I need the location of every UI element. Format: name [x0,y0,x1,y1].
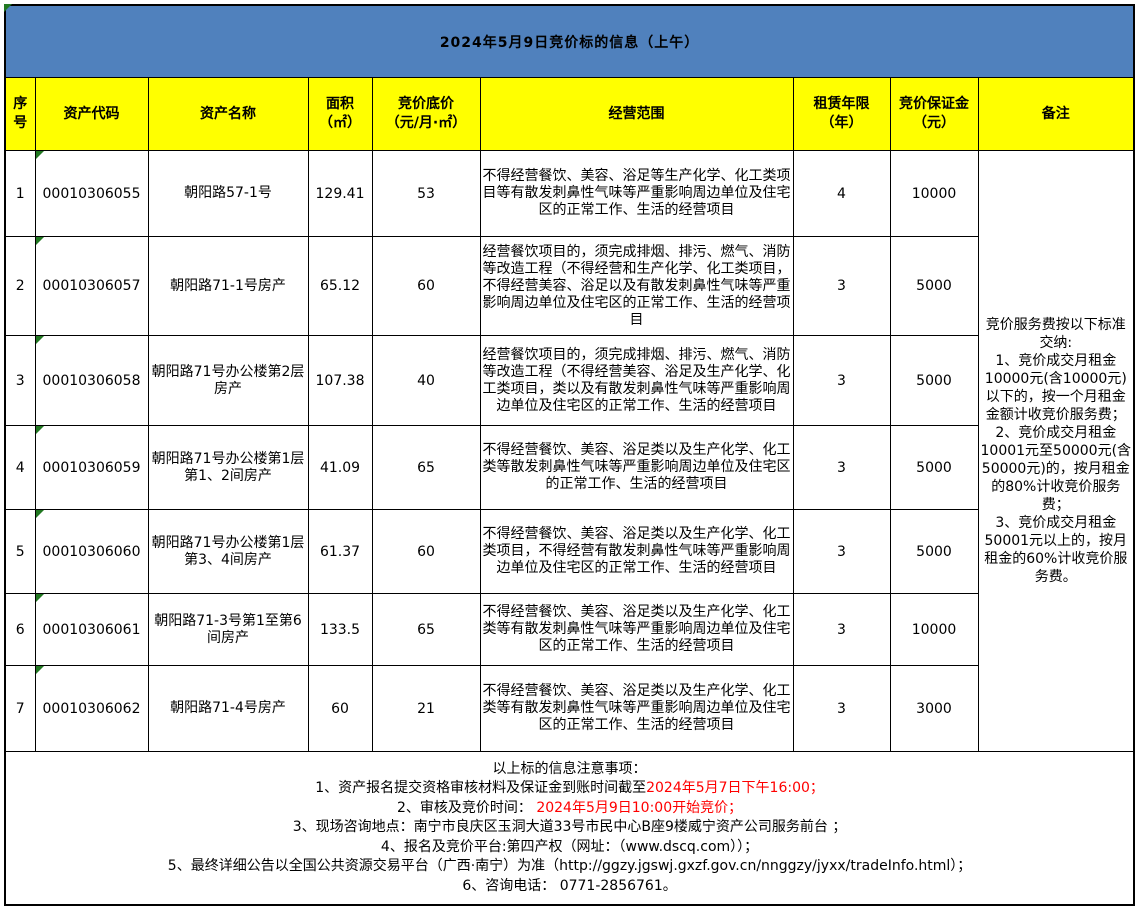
cell-floor-price: 65 [371,593,481,666]
cell-seq: 2 [4,236,36,336]
cell-area: 107.38 [307,335,373,426]
cell-area: 133.5 [307,593,373,666]
cell-deposit: 10000 [889,593,979,666]
note-item-1: 1、资产报名提交资格审核材料及保证金到账时间截至2024年5月7日下午16:00… [315,780,824,797]
error-indicator-icon [36,336,44,344]
cell-floor-price: 40 [371,335,481,426]
page-title: 2024年5月9日竞价标的信息（上午） [4,4,1135,78]
cell-lease-term: 3 [792,593,891,666]
col-header-seq: 序 号 [4,77,36,151]
cell-area: 60 [307,665,373,752]
cell-asset-name: 朝阳路71-3号第1至第6间房产 [147,593,309,666]
cell-business-scope: 不得经营餐饮、美容、浴足等生产化学、化工类项目等有散发刺鼻性气味等严重影响周边单… [479,150,794,237]
cell-seq: 3 [4,335,36,426]
cell-deposit: 5000 [889,236,979,336]
error-indicator-icon [36,510,44,518]
cell-seq: 5 [4,509,36,594]
table-row: 1 00010306055 朝阳路57-1号 129.41 53 不得经营餐饮、… [4,150,1135,752]
error-indicator-icon [4,4,12,12]
cell-lease-term: 3 [792,665,891,752]
error-indicator-icon [36,594,44,602]
cell-floor-price: 65 [371,425,481,510]
notes-heading: 以上标的信息注意事项： [492,760,647,777]
col-header-asset-name: 资产名称 [147,77,309,151]
cell-business-scope: 不得经营餐饮、美容、浴足类以及生产化学、化工类等有散发刺鼻性气味等严重影响周边单… [479,593,794,666]
notes-block: 以上标的信息注意事项： 1、资产报名提交资格审核材料及保证金到账时间截至2024… [4,751,1135,906]
table-row: 2 00010306057 朝阳路71-1号房产 65.12 60 经营餐饮项目… [4,236,1134,336]
cell-lease-term: 3 [792,236,891,336]
cell-asset-code: 00010306055 [34,150,149,237]
auction-time-highlight: 2024年5月9日10:00开始竞价； [536,799,743,816]
title-row: 2024年5月9日竞价标的信息（上午） [4,4,1135,78]
deadline-highlight: 2024年5月7日下午16:00； [646,780,824,797]
cell-asset-name: 朝阳路71-4号房产 [147,665,309,752]
error-indicator-icon [36,426,44,434]
cell-seq: 6 [4,593,36,666]
cell-asset-code: 00010306058 [34,335,149,426]
cell-area: 129.41 [307,150,373,237]
notes-row: 以上标的信息注意事项： 1、资产报名提交资格审核材料及保证金到账时间截至2024… [4,751,1135,906]
error-indicator-icon [36,151,44,159]
cell-business-scope: 经营餐饮项目的，须完成排烟、排污、燃气、消防等改造工程（不得经营和生产化学、化工… [479,236,794,336]
cell-asset-code: 00010306057 [34,236,149,336]
cell-remark: 竞价服务费按以下标准交纳: 1、竞价成交月租金10000元(含10000元)以下… [977,150,1135,752]
col-header-deposit: 竞价保证金 （元） [889,77,979,151]
cell-deposit: 5000 [889,335,979,426]
col-header-business-scope: 经营范围 [479,77,794,151]
note-item-4: 4、报名及竞价平台:第四产权（网址：（www.dscq.com））； [380,838,759,855]
col-header-asset-code: 资产代码 [34,77,149,151]
cell-seq: 7 [4,665,36,752]
col-header-lease-term: 租赁年限 （年） [792,77,891,151]
cell-business-scope: 经营餐饮项目的，须完成排烟、排污、燃气、消防等改造工程（不得经营美容、浴足及生产… [479,335,794,426]
error-indicator-icon [36,237,44,245]
table-row: 3 00010306058 朝阳路71号办公楼第2层房产 107.38 40 经… [4,335,1134,426]
cell-area: 61.37 [307,509,373,594]
cell-area: 65.12 [307,236,373,336]
cell-lease-term: 3 [792,425,891,510]
cell-asset-code: 00010306059 [34,425,149,510]
table-row: 7 00010306062 朝阳路71-4号房产 60 21 不得经营餐饮、美容… [4,665,1134,752]
cell-floor-price: 60 [371,509,481,594]
cell-asset-name: 朝阳路71号办公楼第2层房产 [147,335,309,426]
cell-business-scope: 不得经营餐饮、美容、浴足类以及生产化学、化工类等散发刺鼻性气味等严重影响周边单位… [479,425,794,510]
cell-asset-code: 00010306061 [34,593,149,666]
cell-lease-term: 4 [792,150,891,237]
cell-asset-name: 朝阳路57-1号 [147,150,309,237]
error-indicator-icon [36,666,44,674]
note-item-2: 2、审核及竞价时间： 2024年5月9日10:00开始竞价； [396,799,743,816]
cell-asset-name: 朝阳路71号办公楼第1层第3、4间房产 [147,509,309,594]
table-row: 4 00010306059 朝阳路71号办公楼第1层第1、2间房产 41.09 … [4,425,1134,510]
cell-lease-term: 3 [792,509,891,594]
cell-seq: 1 [4,150,36,237]
cell-asset-name: 朝阳路71号办公楼第1层第1、2间房产 [147,425,309,510]
cell-business-scope: 不得经营餐饮、美容、浴足类以及生产化学、化工类等有散发刺鼻性气味等严重影响周边单… [479,665,794,752]
cell-deposit: 5000 [889,425,979,510]
cell-business-scope: 不得经营餐饮、美容、浴足类以及生产化学、化工类项目，不得经营有散发刺鼻性气味等严… [479,509,794,594]
note-item-6: 6、咨询电话： 0771-2856761。 [462,877,677,894]
cell-lease-term: 3 [792,335,891,426]
col-header-floor-price: 竞价底价 （元/月·㎡） [371,77,481,151]
cell-floor-price: 53 [371,150,481,237]
col-header-area: 面积 （㎡） [307,77,373,151]
table-row: 6 00010306061 朝阳路71-3号第1至第6间房产 133.5 65 … [4,593,1134,666]
cell-seq: 4 [4,425,36,510]
cell-asset-name: 朝阳路71-1号房产 [147,236,309,336]
cell-deposit: 3000 [889,665,979,752]
spreadsheet-region: 2024年5月9日竞价标的信息（上午） 序 号 资产代码 资产名称 面积 （㎡）… [4,4,1136,906]
col-header-remark: 备注 [977,77,1135,151]
cell-area: 41.09 [307,425,373,510]
cell-deposit: 5000 [889,509,979,594]
cell-deposit: 10000 [889,150,979,237]
note-item-3: 3、现场咨询地点：南宁市良庆区玉洞大道33号市民中心B座9楼威宁资产公司服务前台… [292,819,847,836]
cell-floor-price: 60 [371,236,481,336]
cell-asset-code: 00010306062 [34,665,149,752]
cell-asset-code: 00010306060 [34,509,149,594]
header-row: 序 号 资产代码 资产名称 面积 （㎡） 竞价底价 （元/月·㎡） 经营范围 租… [4,77,1135,151]
bid-info-table: 2024年5月9日竞价标的信息（上午） 序 号 资产代码 资产名称 面积 （㎡）… [4,4,1136,906]
cell-floor-price: 21 [371,665,481,752]
table-row: 5 00010306060 朝阳路71号办公楼第1层第3、4间房产 61.37 … [4,509,1134,594]
note-item-5: 5、最终详细公告以全国公共资源交易平台（广西·南宁）为准（http://ggzy… [167,858,972,875]
